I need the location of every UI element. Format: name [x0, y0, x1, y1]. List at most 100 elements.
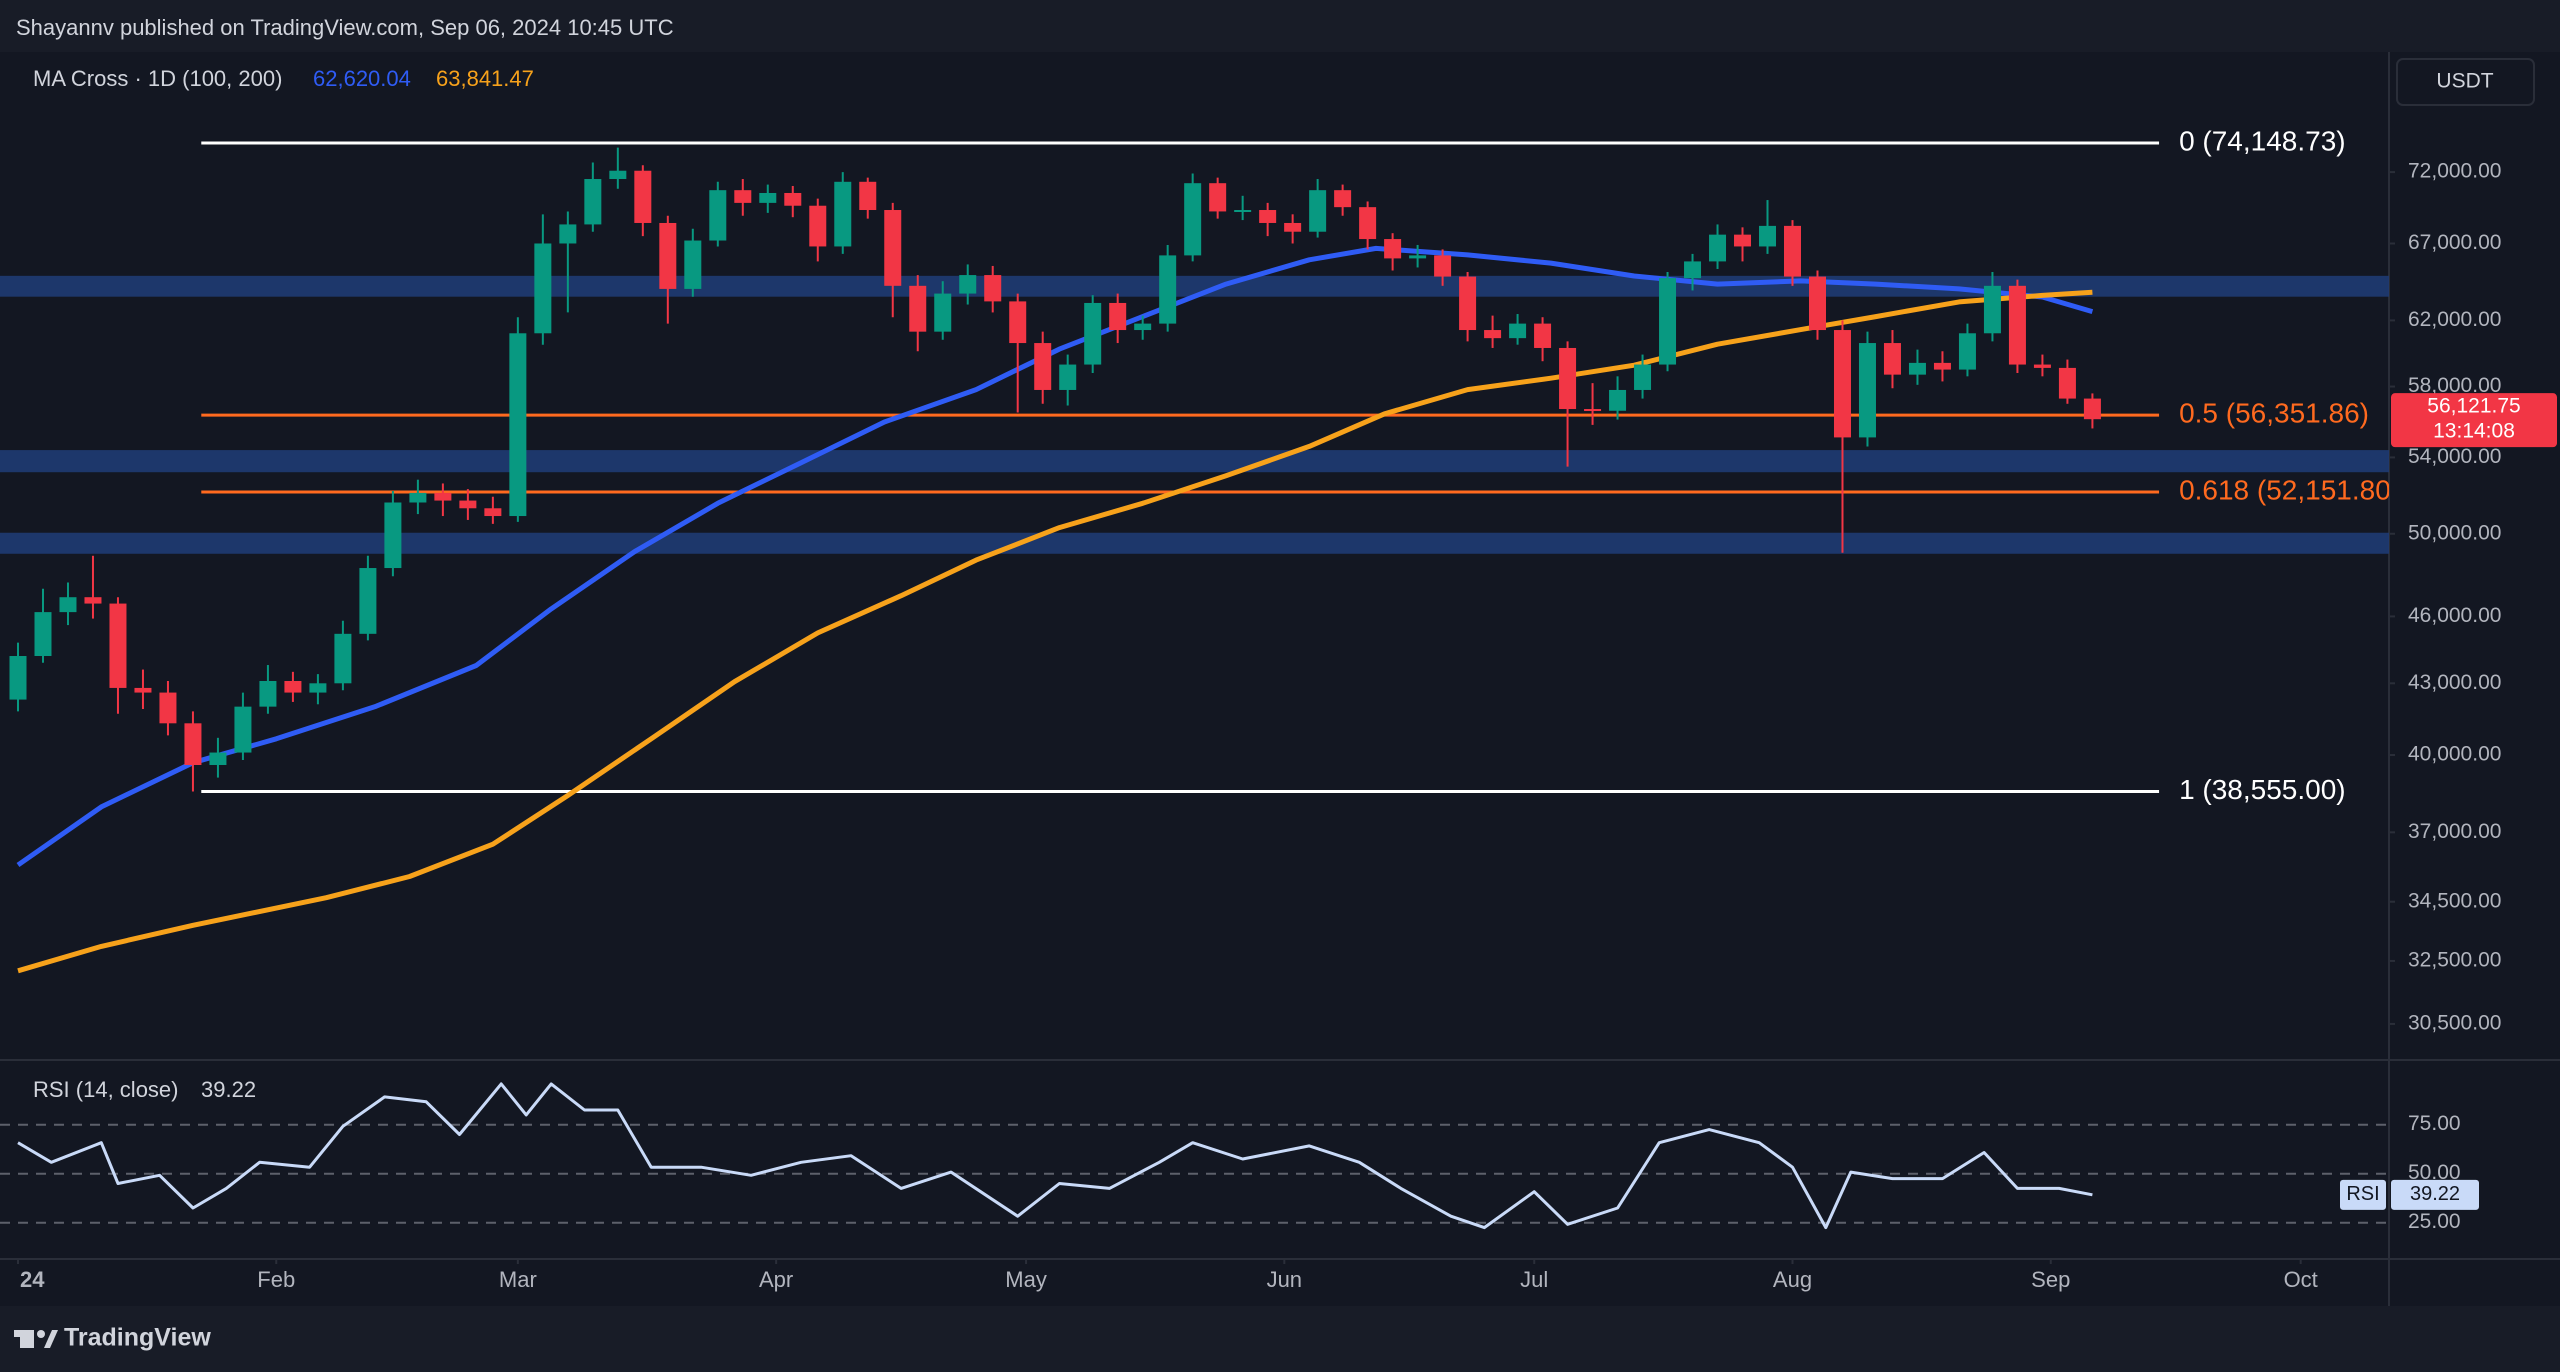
currency-button[interactable] — [2396, 58, 2535, 106]
candle-body — [1059, 364, 1077, 390]
candle-body — [1259, 210, 1277, 223]
logo-part — [37, 1330, 45, 1338]
support-resistance-zone — [0, 532, 2389, 554]
candle-body — [2083, 398, 2101, 420]
ma-legend-value: 62,620.04 — [313, 66, 411, 91]
candle-body — [959, 275, 977, 294]
y-tick-label: 72,000.00 — [2408, 160, 2501, 183]
candle-body — [1109, 302, 1127, 331]
candle-body — [9, 656, 27, 700]
ma-legend-value: 63,841.47 — [436, 66, 534, 91]
candle-body — [459, 500, 477, 509]
candle-body — [1284, 222, 1302, 232]
fib-level-label: 0.618 (52,151.80) — [2179, 474, 2400, 505]
rsi-value: 39.22 — [201, 1077, 256, 1102]
moving-average-line — [17, 289, 2093, 974]
rsi-tick-label: 25.00 — [2408, 1210, 2461, 1233]
candle-body — [1034, 343, 1052, 390]
candle-body — [609, 170, 627, 180]
candle-body — [1784, 225, 1802, 277]
rsi-value-tag — [2391, 1179, 2479, 1210]
candle-body — [1084, 302, 1102, 365]
candle-body — [2033, 364, 2051, 368]
candle-body — [109, 603, 127, 688]
y-tick-label: 43,000.00 — [2408, 671, 2501, 694]
indicator-title: MA Cross · 1D (100, 200) — [33, 66, 282, 91]
candle-body — [2008, 285, 2026, 365]
x-tick-label: Oct — [2284, 1267, 2318, 1292]
candle-body — [1684, 261, 1702, 279]
candle-body — [1234, 210, 1252, 213]
x-tick-label: 24 — [20, 1267, 45, 1292]
candle-body — [1409, 255, 1427, 259]
candle-body — [934, 293, 952, 332]
header-text: Shayannv published on TradingView.com, S… — [16, 15, 674, 40]
candle-body — [1309, 190, 1327, 232]
candle-body — [559, 224, 577, 244]
candle-body — [309, 683, 327, 693]
candle-body — [1534, 323, 1552, 348]
y-tick-label: 46,000.00 — [2408, 604, 2501, 627]
tradingview-logo — [14, 1330, 58, 1348]
candle-body — [1958, 333, 1976, 370]
candle-body — [1933, 362, 1951, 370]
candle-body — [1384, 239, 1402, 259]
candle-body — [659, 222, 677, 289]
candle-body — [634, 170, 652, 223]
candle-body — [34, 612, 52, 657]
candle-body — [1334, 190, 1352, 208]
rsi-line — [17, 1082, 2093, 1230]
candle-body — [709, 190, 727, 241]
x-tick-label: Aug — [1773, 1267, 1812, 1292]
x-tick-label: Sep — [2031, 1267, 2070, 1292]
candle-body — [1434, 255, 1452, 277]
rsi-value-tag-label: 39.22 — [2410, 1183, 2460, 1205]
candle-body — [284, 680, 302, 693]
rsi-tag-box — [2340, 1179, 2386, 1210]
overlay: 72,000.00 67,000.00 62,000.00 58,000.00 54,0… — [17, 66, 2557, 1292]
candle-body — [1908, 362, 1926, 375]
rsi-area — [0, 1082, 2389, 1230]
footer-bar — [0, 1306, 2560, 1372]
x-tick-label: Mar — [499, 1267, 537, 1292]
last-price-label: 56,121.75 — [2427, 395, 2520, 418]
last-price-tag — [2391, 393, 2557, 448]
candle-body — [1134, 323, 1152, 331]
candle-body — [2058, 367, 2076, 399]
candle-body — [1209, 183, 1227, 212]
candle-body — [1459, 276, 1477, 331]
y-tick-label: 62,000.00 — [2408, 308, 2501, 331]
candle-body — [1584, 409, 1602, 412]
candle-body — [59, 597, 77, 613]
candle-body — [509, 333, 527, 517]
candle-body — [1484, 330, 1502, 339]
candle-body — [1734, 234, 1752, 247]
candle-body — [784, 192, 802, 206]
candle-body — [1159, 255, 1177, 324]
candle-body — [734, 190, 752, 203]
candle-body — [159, 692, 177, 724]
candle-body — [684, 240, 702, 289]
candle-body — [334, 633, 352, 684]
candle-body — [859, 181, 877, 211]
candle-body — [834, 181, 852, 247]
candle-body — [134, 687, 152, 693]
currency-label[interactable]: USDT — [2436, 70, 2493, 93]
candle-body — [1184, 183, 1202, 256]
candle-body — [909, 285, 927, 332]
y-tick-label: 30,500.00 — [2408, 1011, 2501, 1034]
candle-body — [584, 179, 602, 225]
support-resistance-zone — [0, 450, 2389, 473]
candle-body — [384, 502, 402, 569]
countdown-label: 13:14:08 — [2433, 420, 2515, 443]
plot-area: 0 (74,148.73) 0.5 (56,351.86) 0.618 (52,15… — [0, 125, 2400, 974]
candle-body — [759, 192, 777, 203]
candle-body — [1759, 225, 1777, 247]
fib-level-label: 0 (74,148.73) — [2179, 125, 2346, 156]
candle-body — [1833, 330, 1851, 438]
candle-body — [234, 706, 252, 753]
x-tick-label: Apr — [759, 1267, 793, 1292]
x-tick-label: May — [1005, 1267, 1047, 1292]
candle-body — [1559, 347, 1577, 410]
